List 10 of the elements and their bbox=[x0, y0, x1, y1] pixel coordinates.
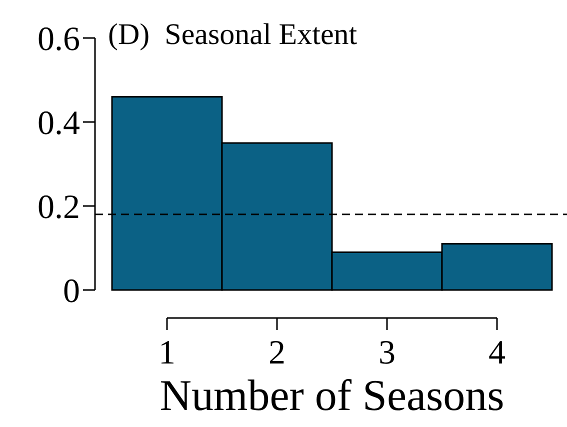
x-tick-label: 1 bbox=[158, 334, 176, 372]
x-tick-label: 4 bbox=[488, 334, 506, 372]
x-tick-label: 2 bbox=[268, 334, 286, 372]
chart-title: (D) Seasonal Extent bbox=[108, 18, 358, 51]
y-tick-label: 0.6 bbox=[38, 20, 80, 58]
y-tick-label: 0 bbox=[63, 272, 80, 310]
y-tick-label: 0.4 bbox=[38, 104, 80, 142]
x-axis-title: Number of Seasons bbox=[160, 371, 504, 420]
x-tick-label: 3 bbox=[378, 334, 396, 372]
y-tick-label: 0.2 bbox=[38, 188, 80, 226]
